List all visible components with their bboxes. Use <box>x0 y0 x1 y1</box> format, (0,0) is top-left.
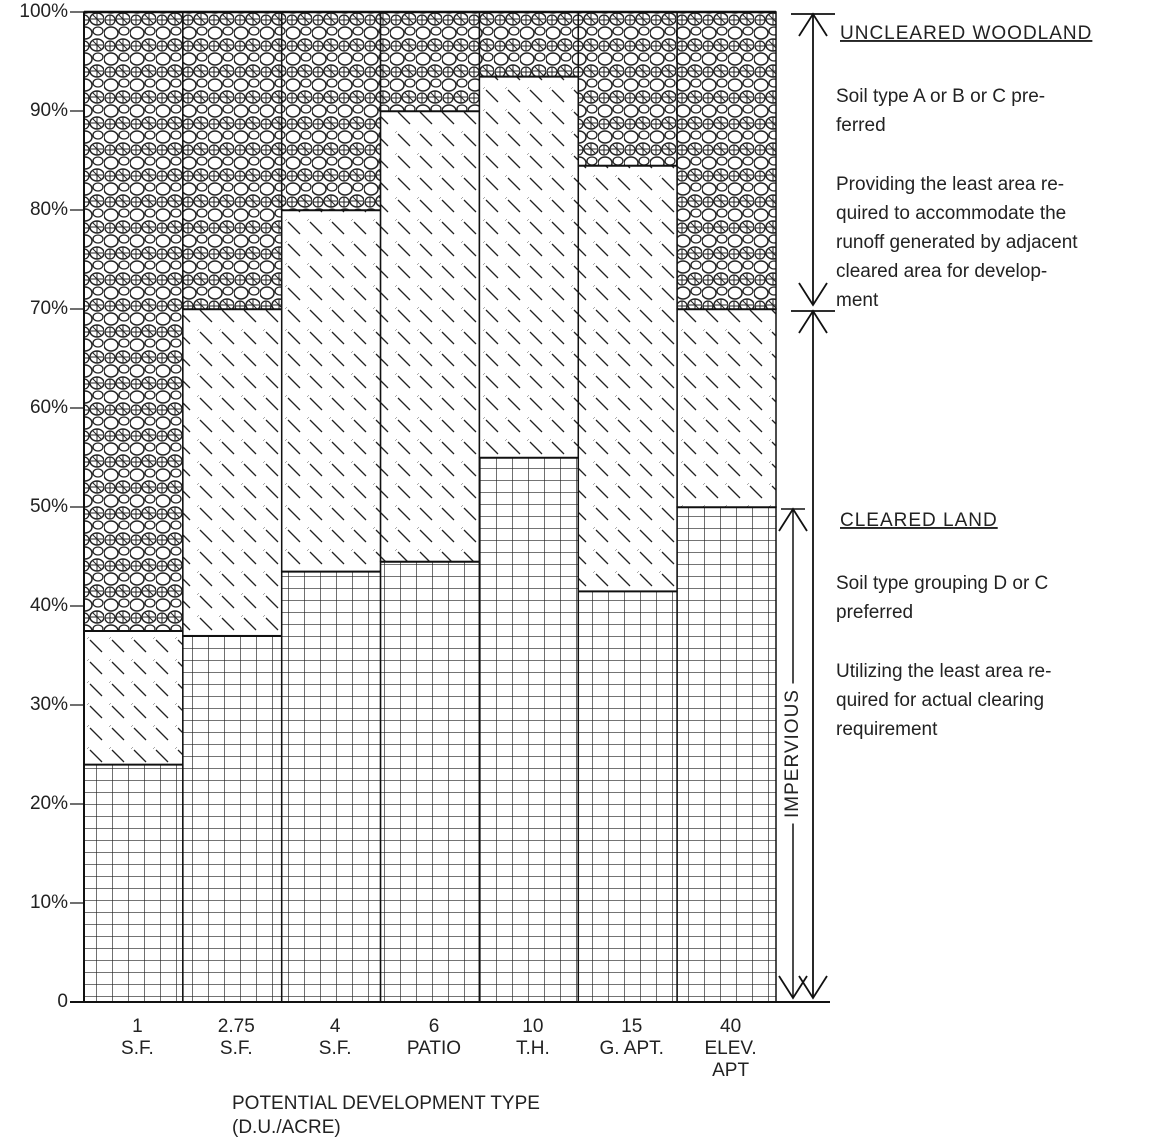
x-tick-label: S.F. <box>121 1038 154 1059</box>
bar-segment <box>677 12 776 309</box>
x-tick-label: S.F. <box>220 1038 253 1059</box>
bar-segment <box>282 571 381 1002</box>
x-tick-label: PATIO <box>407 1038 461 1059</box>
bar-segment <box>578 12 677 165</box>
chart: 010%20%30%40%50%60%70%80%90%100%1S.F.2.7… <box>0 0 1161 1143</box>
bar-segment <box>479 76 578 457</box>
annotation-text: ment <box>836 290 879 311</box>
x-tick-label: 1 <box>132 1016 143 1037</box>
bar-segment <box>381 111 480 561</box>
bar-segment <box>479 458 578 1003</box>
annotation-title: IMPERVIOUS <box>782 689 803 818</box>
bar-segment <box>578 591 677 1002</box>
annotation-title: UNCLEARED WOODLAND <box>840 23 1092 44</box>
y-tick-label: 20% <box>30 793 68 814</box>
annotation-text: cleared area for develop- <box>836 261 1047 282</box>
bar-segment <box>183 12 282 309</box>
x-tick-label: 10 <box>522 1016 543 1037</box>
bar-segment <box>381 12 480 111</box>
annotation-text: quired to accommodate the <box>836 203 1066 224</box>
bar-segment <box>282 210 381 571</box>
y-tick-label: 10% <box>30 892 68 913</box>
y-tick-label: 90% <box>30 100 68 121</box>
x-tick-label: T.H. <box>516 1038 550 1059</box>
y-tick-label: 30% <box>30 694 68 715</box>
y-tick-label: 40% <box>30 595 68 616</box>
x-tick-label: APT <box>712 1060 749 1081</box>
bar-segment <box>677 309 776 507</box>
y-tick-label: 80% <box>30 199 68 220</box>
bar-segment <box>84 12 183 631</box>
annotation-text: Providing the least area re- <box>836 174 1064 195</box>
annotation-text: Soil type A or B or C pre- <box>836 86 1045 107</box>
x-tick-label: G. APT. <box>600 1038 664 1059</box>
bar-segment <box>183 309 282 636</box>
y-tick-label: 50% <box>30 496 68 517</box>
y-tick-label: 60% <box>30 397 68 418</box>
bar-segment <box>381 561 480 1002</box>
x-tick-label: 15 <box>621 1016 642 1037</box>
annotation-title: CLEARED LAND <box>840 510 998 531</box>
x-tick-label: 2.75 <box>218 1016 255 1037</box>
x-tick-label: 4 <box>330 1016 341 1037</box>
x-tick-label: 6 <box>429 1016 440 1037</box>
bar-segment <box>84 764 183 1002</box>
annotation-text: ferred <box>836 115 886 136</box>
annotation-text: runoff generated by adjacent <box>836 232 1078 253</box>
x-axis-title: (D.U./ACRE) <box>232 1117 341 1138</box>
annotation-text: Utilizing the least area re- <box>836 661 1051 682</box>
bar-segment <box>677 507 776 1002</box>
y-tick-label: 70% <box>30 298 68 319</box>
annotation-text: requirement <box>836 719 938 740</box>
y-tick-label: 100% <box>19 1 68 22</box>
x-tick-label: 40 <box>720 1016 741 1037</box>
bar-segment <box>479 12 578 76</box>
x-tick-label: S.F. <box>319 1038 352 1059</box>
annotation-text: quired for actual clearing <box>836 690 1044 711</box>
bar-segment <box>578 165 677 591</box>
x-tick-label: ELEV. <box>705 1038 757 1059</box>
bar-segment <box>84 631 183 765</box>
x-axis-title: POTENTIAL DEVELOPMENT TYPE <box>232 1093 540 1114</box>
annotation-text: Soil type grouping D or C <box>836 573 1048 594</box>
bar-segment <box>282 12 381 210</box>
y-tick-label: 0 <box>57 991 68 1012</box>
bar-segment <box>183 636 282 1002</box>
annotation-text: preferred <box>836 602 913 623</box>
